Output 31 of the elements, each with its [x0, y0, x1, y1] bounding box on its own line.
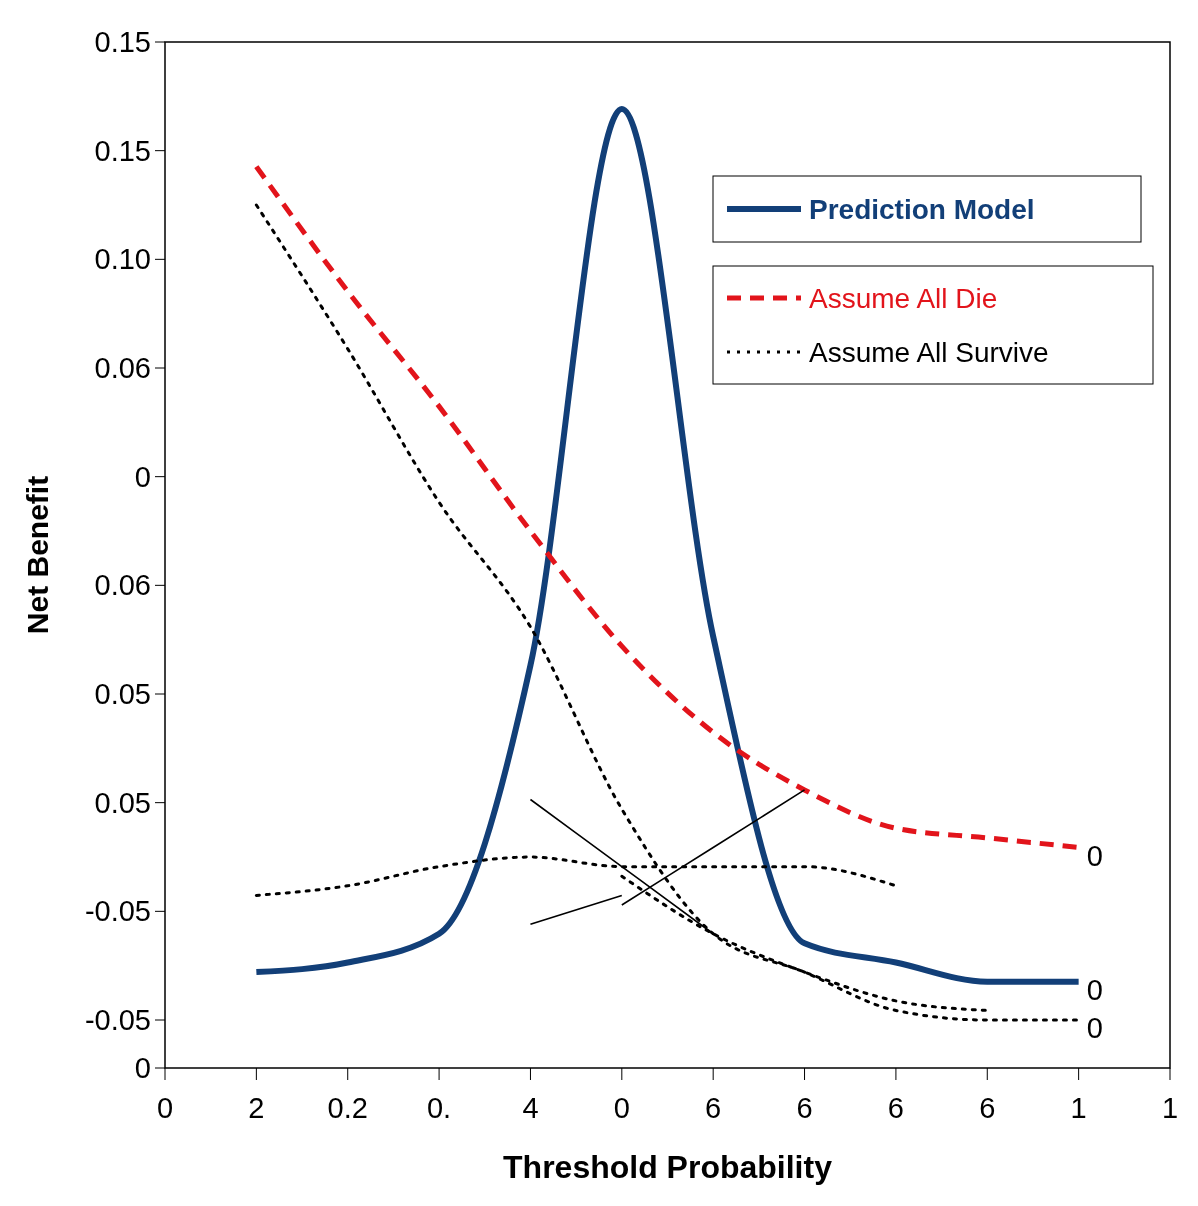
- x-tick-label: 1: [1070, 1092, 1087, 1124]
- x-tick-label: 1: [1161, 1092, 1179, 1124]
- annotation: 0: [1086, 1012, 1103, 1045]
- text: 0.05: [94, 678, 151, 711]
- x-tick-label: 2: [248, 1092, 265, 1124]
- x-axis-title: Threshold Probability: [503, 1149, 833, 1185]
- x-tick-label: 0.2: [327, 1092, 368, 1124]
- text: -0.05: [84, 1004, 151, 1037]
- annotation: 0: [1086, 973, 1103, 1006]
- legend-label: Assume All Survive: [809, 336, 1049, 368]
- x-tick-label: 0: [156, 1092, 174, 1124]
- legend-label: Prediction Model: [809, 193, 1035, 225]
- text: 0.06: [94, 569, 151, 602]
- text: 0.15: [94, 26, 151, 59]
- text: 0.06: [94, 352, 151, 385]
- x-tick-label: 6: [887, 1092, 904, 1124]
- x-tick-label: 0.: [427, 1092, 452, 1124]
- text: -0.05: [84, 895, 151, 928]
- x-tick-label: 4: [522, 1092, 539, 1124]
- text: 0.10: [94, 243, 151, 276]
- text: 0: [134, 460, 151, 493]
- x-tick-label: 6: [796, 1092, 813, 1124]
- x-tick-label: 6: [705, 1092, 722, 1124]
- y-axis-title: Net Benefit: [21, 475, 54, 635]
- text: 0.05: [94, 786, 151, 819]
- legend-label: Assume All Die: [809, 282, 998, 314]
- annotation: 0: [1086, 839, 1103, 872]
- x-tick-label: 6: [979, 1092, 996, 1124]
- text: 0: [134, 1052, 151, 1085]
- text: 0.15: [94, 134, 151, 167]
- x-tick-label: 0: [613, 1092, 630, 1124]
